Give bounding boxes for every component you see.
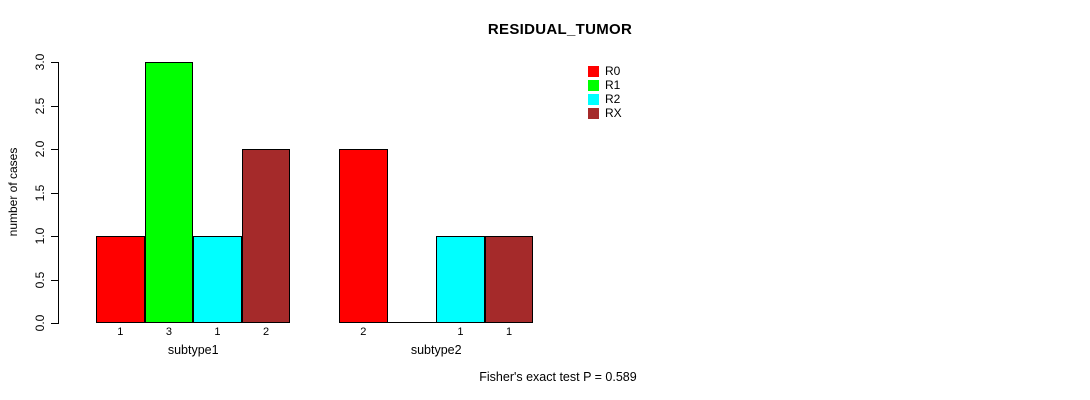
legend-item-R2: R2 bbox=[588, 92, 622, 106]
legend-label-RX: RX bbox=[605, 106, 622, 120]
legend-swatch-RX bbox=[588, 108, 599, 119]
bar-R0-subtype1 bbox=[96, 236, 145, 323]
bar-value-label: 1 bbox=[506, 326, 513, 338]
chart-title: RESIDUAL_TUMOR bbox=[487, 21, 633, 38]
bar-RX-subtype1 bbox=[241, 149, 291, 323]
y-axis-tick-label: 2.0 bbox=[33, 140, 47, 158]
bar-value-label: 1 bbox=[117, 326, 124, 338]
legend-item-R1: R1 bbox=[588, 78, 622, 92]
bar-value-label: 2 bbox=[360, 326, 367, 338]
y-axis-tick bbox=[51, 149, 58, 150]
legend-swatch-R1 bbox=[588, 80, 599, 91]
y-axis-tick-label: 1.5 bbox=[33, 184, 47, 201]
bar-R0-subtype2 bbox=[339, 149, 388, 323]
bar-R2-subtype2 bbox=[436, 236, 485, 323]
y-axis-tick bbox=[51, 323, 58, 324]
bar-R2-subtype1 bbox=[193, 236, 242, 323]
bar-value-label: 1 bbox=[214, 326, 221, 338]
y-axis-tick bbox=[51, 105, 58, 107]
category-label-subtype2: subtype2 bbox=[410, 343, 462, 357]
legend-item-RX: RX bbox=[588, 106, 622, 120]
y-axis-tick-label: 1.0 bbox=[33, 227, 47, 245]
bar-value-label: 1 bbox=[457, 326, 464, 338]
y-axis-tick bbox=[51, 192, 58, 194]
bar-RX-subtype2 bbox=[484, 236, 534, 323]
legend-swatch-R2 bbox=[588, 94, 599, 105]
y-axis-tick bbox=[51, 236, 58, 237]
legend-label-R1: R1 bbox=[605, 78, 621, 92]
legend: R0 R1 R2 RX bbox=[588, 64, 622, 122]
y-axis-tick-label: 3.0 bbox=[33, 53, 47, 71]
y-axis-tick bbox=[51, 62, 58, 63]
y-axis-line bbox=[58, 62, 59, 324]
y-axis-label: number of cases bbox=[6, 147, 20, 237]
y-axis-tick-label: 0.5 bbox=[33, 271, 47, 288]
zero-bar-R1-subtype2 bbox=[387, 322, 437, 323]
y-axis-tick-label: 2.5 bbox=[33, 97, 47, 114]
y-axis-tick-label: 0.0 bbox=[33, 314, 47, 332]
legend-swatch-R0 bbox=[588, 66, 599, 77]
legend-item-R0: R0 bbox=[588, 64, 622, 78]
category-label-subtype1: subtype1 bbox=[167, 343, 219, 357]
fisher-test-annotation: Fisher's exact test P = 0.589 bbox=[479, 370, 637, 384]
bar-value-label: 2 bbox=[263, 326, 270, 338]
legend-label-R0: R0 bbox=[605, 64, 621, 78]
bar-R1-subtype1 bbox=[144, 62, 194, 323]
y-axis-tick bbox=[51, 279, 58, 281]
legend-label-R2: R2 bbox=[605, 92, 621, 106]
bar-value-label: 3 bbox=[165, 326, 172, 338]
